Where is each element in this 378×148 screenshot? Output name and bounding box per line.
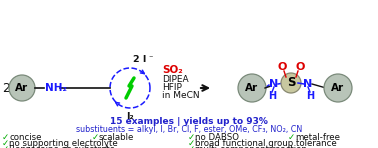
Circle shape (281, 73, 301, 93)
Circle shape (242, 78, 262, 98)
Text: metal-free: metal-free (295, 132, 340, 141)
Text: ✓: ✓ (188, 144, 195, 148)
Text: no DABSO: no DABSO (195, 132, 239, 141)
Circle shape (13, 79, 31, 97)
Text: Ar: Ar (332, 83, 345, 93)
Text: DIPEA: DIPEA (162, 74, 189, 83)
Text: broad functional group tolerance: broad functional group tolerance (195, 139, 337, 148)
Text: SO₂: SO₂ (162, 65, 183, 75)
Text: Ar: Ar (245, 83, 259, 93)
Circle shape (9, 75, 35, 101)
Text: in MeCN: in MeCN (162, 90, 200, 99)
Text: scalable: scalable (99, 132, 134, 141)
Text: N: N (270, 79, 279, 89)
Text: ⁻: ⁻ (148, 53, 152, 62)
Text: ✓: ✓ (92, 132, 99, 141)
Text: I₂: I₂ (126, 112, 134, 121)
Text: N: N (304, 79, 313, 89)
Text: ✓: ✓ (2, 144, 9, 148)
Text: O: O (277, 62, 287, 72)
Circle shape (324, 74, 352, 102)
Text: S: S (287, 77, 295, 90)
Text: ✓: ✓ (288, 132, 295, 141)
Text: ✓: ✓ (2, 139, 9, 148)
Text: 2 I: 2 I (133, 55, 146, 64)
Text: substituents = alkyl, I, Br, Cl, F, ester, OMe, CF₃, NO₂, CN: substituents = alkyl, I, Br, Cl, F, este… (76, 126, 302, 135)
Text: Ar: Ar (15, 83, 29, 93)
Text: ✓: ✓ (2, 132, 9, 141)
Text: Benzocaine as substrate: Benzocaine as substrate (9, 144, 115, 148)
Text: 15 examples | yields up to 93%: 15 examples | yields up to 93% (110, 118, 268, 127)
Text: 2: 2 (2, 82, 10, 95)
Text: H: H (268, 91, 276, 101)
Text: ✓: ✓ (188, 132, 195, 141)
Text: H: H (306, 91, 314, 101)
Text: concise: concise (9, 132, 42, 141)
Circle shape (328, 78, 348, 98)
Circle shape (238, 74, 266, 102)
Text: ✓: ✓ (188, 139, 195, 148)
Text: HFIP: HFIP (162, 82, 182, 91)
Text: O: O (295, 62, 305, 72)
Text: no supporting electrolyte: no supporting electrolyte (9, 139, 118, 148)
Text: NH₂: NH₂ (45, 83, 67, 93)
Text: multi-component reaction: multi-component reaction (195, 144, 307, 148)
